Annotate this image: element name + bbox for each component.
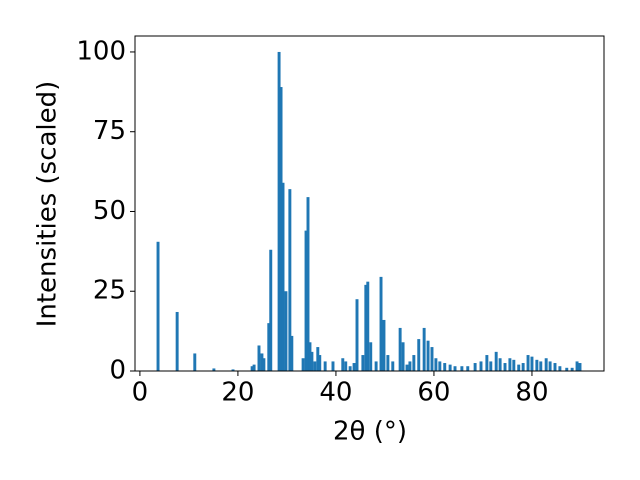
bar <box>539 361 543 371</box>
bar <box>526 355 530 371</box>
bar <box>438 361 442 371</box>
bar <box>267 323 271 371</box>
bar <box>250 366 254 371</box>
y-axis-label: Intensities (scaled) <box>33 81 63 328</box>
bar <box>530 356 534 371</box>
bar <box>422 327 426 371</box>
bar <box>485 355 489 371</box>
bar <box>517 364 521 371</box>
bar <box>301 358 305 371</box>
bar <box>306 197 310 371</box>
bar <box>374 361 378 371</box>
bar <box>443 363 447 371</box>
bar <box>434 358 438 371</box>
bar <box>290 335 294 371</box>
bar <box>391 361 395 371</box>
bar <box>260 353 264 371</box>
bar <box>489 361 493 371</box>
x-tick-label: 40 <box>319 378 352 408</box>
y-tick-label: 75 <box>93 116 126 146</box>
bar <box>578 363 582 371</box>
bar <box>382 319 386 371</box>
bar <box>277 51 281 371</box>
bar <box>430 347 434 371</box>
bar <box>479 361 483 371</box>
bar <box>156 241 160 371</box>
bar <box>386 355 390 371</box>
bar <box>288 189 292 371</box>
bar <box>316 347 320 371</box>
bar <box>310 351 314 371</box>
bar <box>212 368 216 371</box>
bar <box>466 366 470 371</box>
bar <box>503 363 507 371</box>
bar <box>269 249 273 371</box>
bar <box>366 281 370 371</box>
bar <box>508 358 512 371</box>
x-tick-label: 20 <box>221 378 254 408</box>
bar <box>417 339 421 371</box>
bar <box>281 182 285 371</box>
y-tick-label: 25 <box>93 276 126 306</box>
bar <box>175 311 179 371</box>
bar <box>558 366 562 371</box>
bar <box>473 363 477 371</box>
plot-frame <box>134 35 605 372</box>
bar <box>331 361 335 371</box>
bar <box>453 366 457 371</box>
y-tick-label: 50 <box>93 196 126 226</box>
bar <box>323 361 327 371</box>
bar <box>361 355 365 371</box>
x-tick-label: 0 <box>132 378 149 408</box>
y-tick-label: 100 <box>76 36 126 66</box>
bar <box>364 284 368 371</box>
bar <box>408 361 412 371</box>
bar <box>262 358 266 371</box>
bar <box>341 358 345 371</box>
bar <box>231 369 235 371</box>
bar <box>279 87 283 372</box>
bar <box>252 364 256 371</box>
bar <box>448 364 452 371</box>
x-axis-label: 2θ (°) <box>333 417 407 447</box>
bar <box>398 327 402 371</box>
bar <box>344 361 348 371</box>
bar <box>426 340 430 371</box>
bar <box>548 361 552 371</box>
bar <box>348 366 352 371</box>
y-tick-label: 0 <box>109 356 126 386</box>
bar <box>565 367 569 371</box>
bar <box>369 342 373 371</box>
bar <box>193 353 197 371</box>
bar <box>494 351 498 371</box>
bar <box>535 359 539 371</box>
bar <box>521 363 525 371</box>
bar <box>284 291 288 371</box>
bar <box>257 345 261 371</box>
bar <box>575 361 579 371</box>
bar <box>544 358 548 371</box>
bar <box>318 355 322 371</box>
bar <box>460 366 464 371</box>
bar <box>352 363 356 371</box>
bar <box>401 342 405 371</box>
bar <box>570 367 574 371</box>
bar <box>553 363 557 371</box>
x-tick-label: 60 <box>417 378 450 408</box>
bar <box>355 299 359 371</box>
x-tick-label: 80 <box>515 378 548 408</box>
bar <box>412 355 416 371</box>
bar <box>512 359 516 371</box>
bar <box>304 230 308 371</box>
bar <box>498 358 502 371</box>
bar <box>313 361 317 371</box>
bar <box>308 342 312 371</box>
bar <box>379 276 383 371</box>
bar <box>405 364 409 371</box>
